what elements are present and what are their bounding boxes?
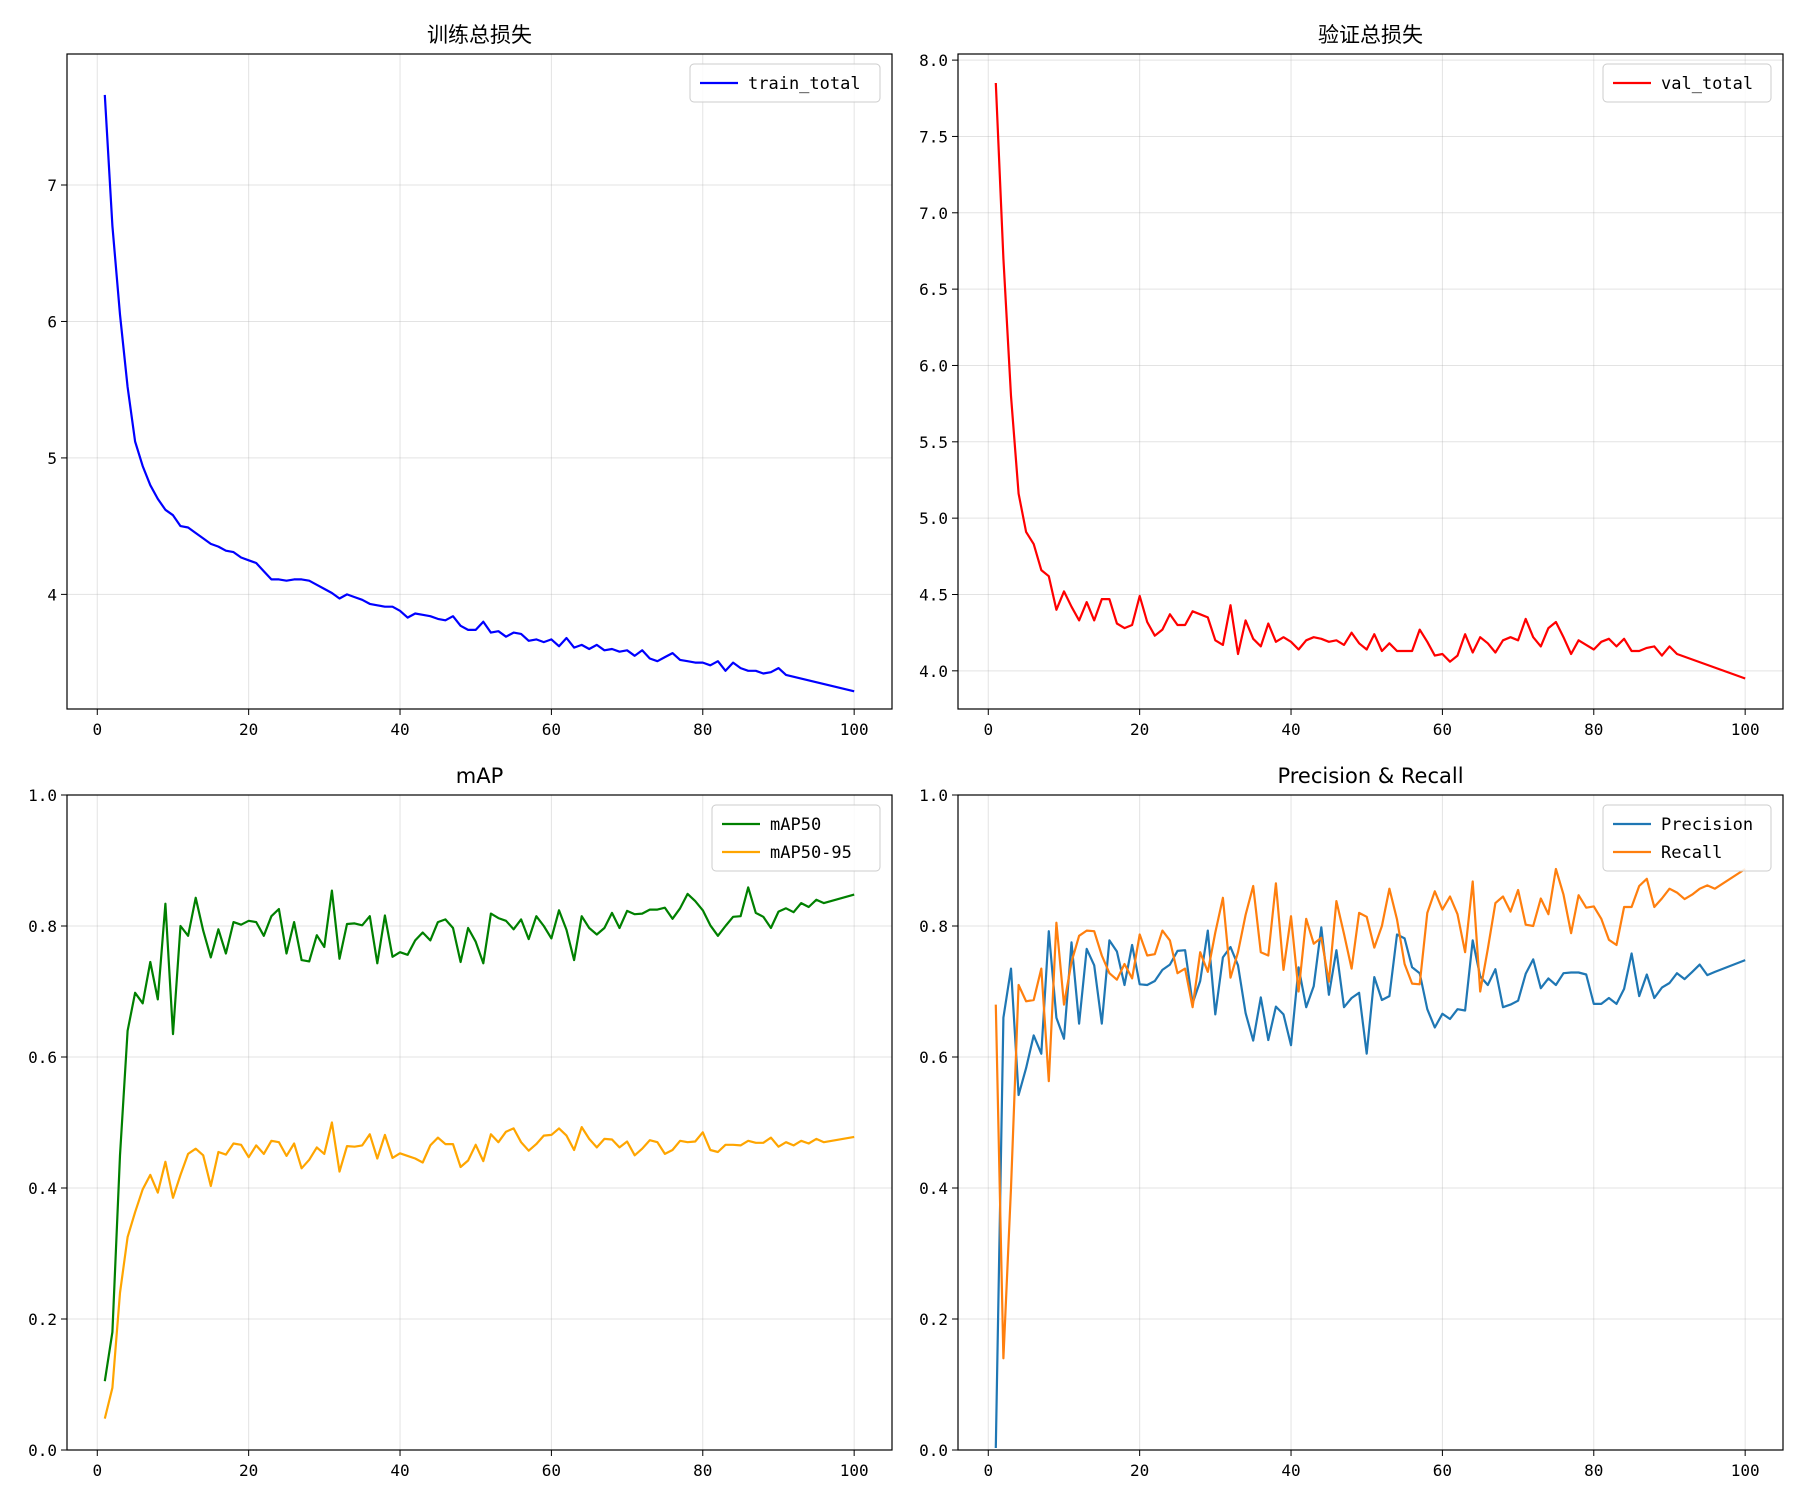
- x-tick-label: 20: [1130, 720, 1149, 739]
- y-tick-label: 5.0: [919, 509, 948, 528]
- x-tick-label: 100: [840, 720, 869, 739]
- x-tick-label: 60: [1433, 720, 1452, 739]
- legend: train_total: [689, 63, 881, 103]
- x-tick-label: 20: [1130, 1461, 1149, 1480]
- y-tick-label: 0.2: [28, 1310, 57, 1329]
- grid-lines: [67, 794, 892, 1451]
- series-line-Precision: [994, 926, 1746, 1449]
- legend-label: val_total: [1661, 74, 1753, 94]
- series-line-mAP50: [103, 886, 855, 1382]
- y-tick-label: 6: [47, 312, 57, 331]
- chart-panel-3: 0 20 40 60 80 1000.00.20.40.60.81.0mAPmAP50mA…: [28, 764, 893, 1480]
- legend-label: mAP50: [770, 815, 821, 835]
- x-tick-label: 0: [983, 720, 993, 739]
- x-tick-label: 20: [239, 720, 258, 739]
- chart-title: Precision & Recall: [1277, 764, 1463, 788]
- legend-box: [711, 804, 881, 872]
- chart-panel-4: 0 20 40 60 80 100 0.0 0.2 0.4 0.6 0.8 1.0 Precision …: [919, 764, 1784, 1480]
- legend: val_total: [1602, 63, 1772, 103]
- x-tick-label: 60: [1433, 1461, 1452, 1480]
- x-tick-label: 40: [390, 1461, 409, 1480]
- y-tick-label: 0.4: [919, 1179, 948, 1198]
- grid-lines: [958, 54, 1783, 709]
- x-tick-label: 0: [92, 1461, 102, 1480]
- y-tick-label: 0.4: [28, 1179, 57, 1198]
- y-tick-label: 1.0: [919, 786, 948, 805]
- legend: Precision Recall: [1602, 804, 1772, 872]
- chart-title: 训练总损失: [427, 23, 532, 47]
- y-tick-label: 5.5: [919, 433, 948, 452]
- y-tick-label: 0.8: [919, 917, 948, 936]
- x-tick-label: 80: [693, 720, 712, 739]
- y-tick-label: 0.6: [919, 1048, 948, 1067]
- y-tick-label: 8.0: [919, 51, 948, 70]
- y-tick-label: 6.0: [919, 356, 948, 375]
- x-tick-label: 40: [1281, 1461, 1300, 1480]
- legend-label: train_total: [748, 74, 861, 94]
- axes-frame: [66, 53, 893, 710]
- y-tick-label: 0.0: [919, 1441, 948, 1460]
- x-tick-label: 20: [239, 1461, 258, 1480]
- series-line-Recall: [994, 867, 1746, 1360]
- legend-box: [1602, 63, 1772, 103]
- y-tick-label: 1.0: [28, 786, 57, 805]
- y-tick-label: 0.8: [28, 917, 57, 936]
- x-tick-label: 0: [92, 720, 102, 739]
- y-tick-label: 7: [47, 176, 57, 195]
- legend-label: Precision: [1661, 815, 1753, 835]
- legend: mAP50 mAP50-95: [711, 804, 881, 872]
- x-tick-label: 100: [1731, 1461, 1760, 1480]
- y-tick-label: 5: [47, 449, 57, 468]
- series-line-train_total: [103, 94, 855, 693]
- x-tick-label: 60: [542, 1461, 561, 1480]
- y-tick-label: 4.0: [919, 662, 948, 681]
- series-line-val_total: [994, 82, 1746, 680]
- axes-frame: [957, 794, 1784, 1451]
- y-tick-label: 7.5: [919, 127, 948, 146]
- chart-title: mAP: [456, 764, 504, 788]
- y-tick-label: 0.6: [28, 1048, 57, 1067]
- x-tick-label: 100: [840, 1461, 869, 1480]
- legend-label: Recall: [1661, 843, 1722, 863]
- x-tick-label: 60: [542, 720, 561, 739]
- legend-box: [689, 63, 881, 103]
- axes-frame: [957, 53, 1784, 710]
- chart-panel-2: 0 20 40 60 80 100 4.0 4.5 5.0 5.5 6.0 6.5 7.0 7.5 8.0 验…: [919, 23, 1784, 739]
- y-tick-label: 0.0: [28, 1441, 57, 1460]
- chart-panel-1: 0 20 40 60 80 100 4 5 6 7 训练总损失 train_total: [47, 23, 893, 739]
- legend-label: mAP50-95: [770, 843, 852, 863]
- x-tick-label: 40: [390, 720, 409, 739]
- y-tick-label: 7.0: [919, 204, 948, 223]
- chart-title: 验证总损失: [1318, 23, 1423, 47]
- axes-frame: [66, 794, 893, 1451]
- x-tick-label: 100: [1731, 720, 1760, 739]
- y-tick-label: 6.5: [919, 280, 948, 299]
- x-tick-label: 40: [1281, 720, 1300, 739]
- y-tick-label: 4.5: [919, 585, 948, 604]
- x-tick-label: 0: [983, 1461, 993, 1480]
- x-tick-label: 80: [1584, 720, 1603, 739]
- y-tick-label: 0.2: [919, 1310, 948, 1329]
- y-tick-label: 4: [47, 585, 57, 604]
- grid-lines: [67, 54, 892, 709]
- series-line-mAP50-95: [103, 1121, 855, 1419]
- legend-box: [1602, 804, 1772, 872]
- x-tick-label: 80: [693, 1461, 712, 1480]
- grid-lines: [958, 794, 1783, 1451]
- x-tick-label: 80: [1584, 1461, 1603, 1480]
